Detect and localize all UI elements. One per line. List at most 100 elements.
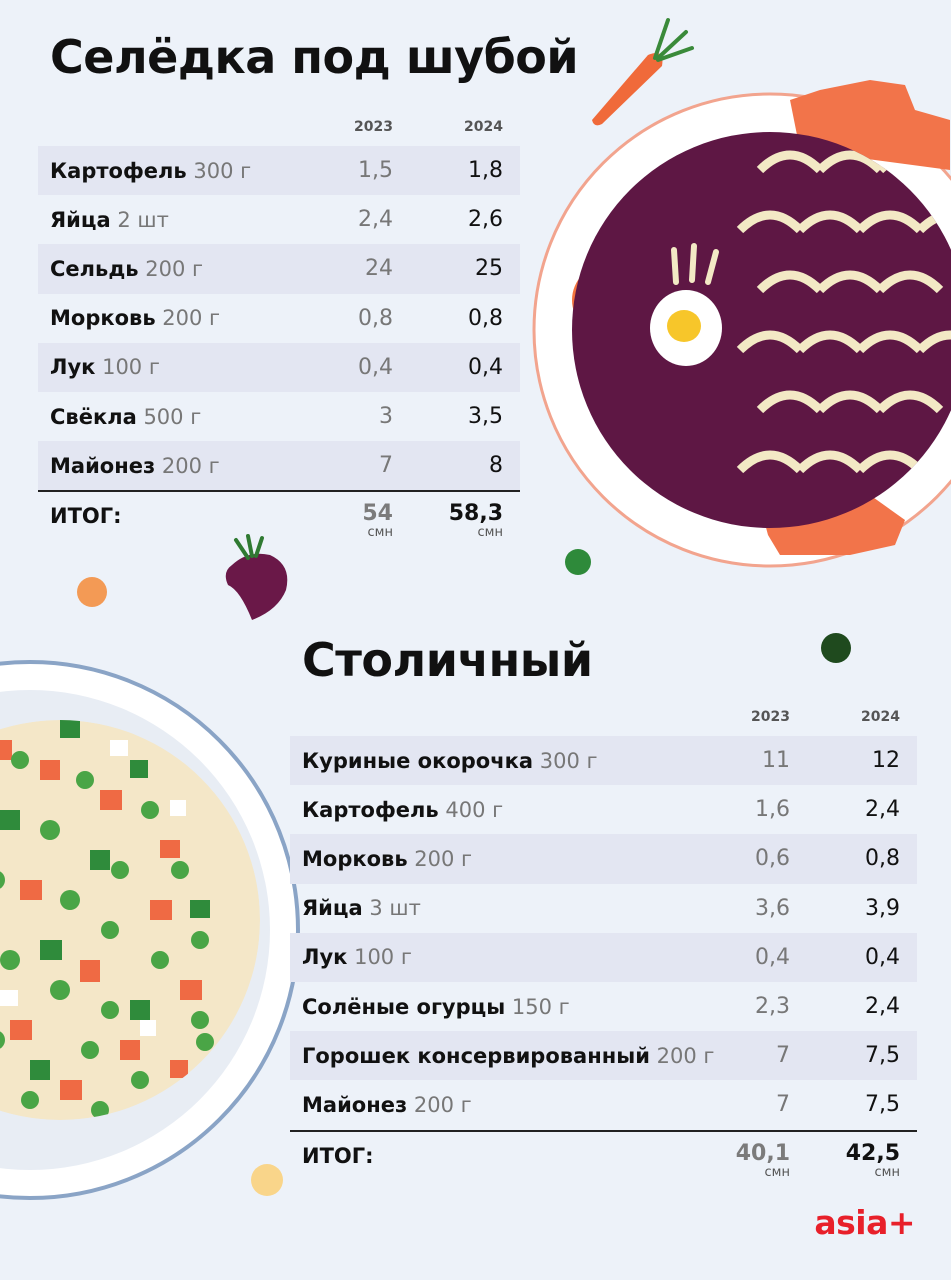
ingredient-name: Сельдь <box>50 256 139 281</box>
ingredient-name: Яйца <box>302 896 363 921</box>
ingredient-qty: 500 г <box>143 404 202 429</box>
ingredient-name: Солёные огурцы <box>302 994 506 1019</box>
price-2024: 2,6 <box>468 207 503 233</box>
total-2023: 54 смн <box>283 502 393 540</box>
table-row: Свёкла 500 г 3 3,5 <box>38 392 520 441</box>
currency-label: смн <box>874 1164 900 1180</box>
price-2024: 2,4 <box>865 797 900 823</box>
price-2024: 0,4 <box>468 354 503 380</box>
table-row: Яйца 3 шт 3,6 3,9 <box>290 884 917 933</box>
ingredient-qty: 200 г <box>161 453 220 478</box>
ingredient-name: Морковь <box>50 306 156 331</box>
olivier-salad-plate-illustration <box>0 660 300 1200</box>
ingredient-name: Майонез <box>302 1092 408 1117</box>
ingredient-qty: 100 г <box>102 355 160 380</box>
year-2024-header: 2024 <box>861 709 900 725</box>
ingredient-qty: 200 г <box>414 846 473 871</box>
ingredient-qty: 200 г <box>162 306 221 331</box>
price-2024: 12 <box>872 748 900 774</box>
total-label: ИТОГ: <box>50 504 122 529</box>
table-row: Яйца 2 шт 2,4 2,6 <box>38 195 520 244</box>
asia-plus-logo: asia+ <box>814 1203 915 1242</box>
price-2024: 2,4 <box>865 994 900 1020</box>
beet-illustration <box>225 534 288 620</box>
total-2024: 42,5 смн <box>790 1141 900 1180</box>
dark-green-dot <box>821 633 851 663</box>
price-2023: 3 <box>379 404 393 430</box>
price-2024: 0,8 <box>865 846 900 872</box>
olivier-price-table: 2023 2024 Куриные окорочка 300 г 11 12 К… <box>290 700 917 1190</box>
ingredient-qty: 400 г <box>445 797 504 822</box>
table-row: Морковь 200 г 0,6 0,8 <box>290 834 917 884</box>
year-2023-header: 2023 <box>751 709 790 725</box>
ingredient-qty: 150 г <box>511 994 570 1019</box>
total-2023-value: 40,1 <box>735 1140 790 1166</box>
table-header: 2023 2024 <box>38 110 520 146</box>
currency-label: смн <box>764 1164 790 1180</box>
table-header: 2023 2024 <box>290 700 917 736</box>
yellow-dot <box>251 1164 283 1196</box>
table-row: Куриные окорочка 300 г 11 12 <box>290 736 917 786</box>
table-row: Лук 100 г 0,4 0,4 <box>290 932 917 982</box>
carrot-illustration <box>592 18 694 126</box>
table-row: Майонез 200 г 7 8 <box>38 441 520 491</box>
total-row: ИТОГ: 40,1 смн 42,5 смн <box>290 1129 917 1190</box>
price-2023: 7 <box>776 1092 790 1118</box>
table-row: Картофель 400 г 1,6 2,4 <box>290 785 917 834</box>
year-2024-header: 2024 <box>464 119 503 135</box>
total-2023-value: 54 <box>362 501 393 527</box>
price-2024: 7,5 <box>865 1043 900 1069</box>
currency-label: смн <box>367 525 393 541</box>
ingredient-name: Куриные окорочка <box>302 748 534 773</box>
total-2024-value: 58,3 <box>448 501 503 527</box>
ingredient-name: Майонез <box>50 453 156 478</box>
total-2023: 40,1 смн <box>680 1140 790 1180</box>
ingredient-qty: 200 г <box>413 1092 472 1117</box>
ingredient-qty: 300 г <box>539 748 598 773</box>
price-2024: 25 <box>475 256 503 282</box>
ingredient-name: Свёкла <box>50 404 137 429</box>
herring-title: Селёдка под шубой <box>50 30 579 84</box>
ingredient-name: Яйца <box>50 207 111 232</box>
ingredient-name: Лук <box>302 945 348 970</box>
ingredient-qty: 2 шт <box>117 207 169 232</box>
price-2023: 3,6 <box>755 895 790 921</box>
green-dot <box>565 549 591 575</box>
price-2023: 1,6 <box>755 797 790 823</box>
olivier-title: Столичный <box>302 633 593 687</box>
ingredient-name: Морковь <box>302 846 408 871</box>
ingredient-qty: 3 шт <box>369 896 421 921</box>
price-2024: 3,9 <box>865 895 900 921</box>
price-2023: 0,4 <box>358 354 393 380</box>
table-row: Картофель 300 г 1,5 1,8 <box>38 146 520 196</box>
price-2024: 0,8 <box>468 305 503 331</box>
price-2023: 2,4 <box>358 207 393 233</box>
year-2023-header: 2023 <box>354 119 393 135</box>
table-row: Сельдь 200 г 24 25 <box>38 244 520 294</box>
herring-salad-plate-illustration <box>532 80 951 568</box>
total-row: ИТОГ: 54 смн 58,3 смн <box>38 490 520 550</box>
table-row: Горошек консервированный 200 г 7 7,5 <box>290 1031 917 1081</box>
table-row: Майонез 200 г 7 7,5 <box>290 1080 917 1129</box>
price-2024: 8 <box>489 453 503 479</box>
price-2023: 0,6 <box>755 846 790 872</box>
ingredient-name: Лук <box>50 355 96 380</box>
ingredient-qty: 200 г <box>656 1043 715 1068</box>
table-row: Солёные огурцы 150 г 2,3 2,4 <box>290 982 917 1031</box>
ingredient-qty: 300 г <box>193 158 252 183</box>
price-2023: 7 <box>776 1043 790 1069</box>
ingredient-qty: 100 г <box>354 945 412 970</box>
price-2024: 0,4 <box>865 944 900 970</box>
ingredient-name: Горошек консервированный <box>302 1043 650 1068</box>
price-2023: 7 <box>379 453 393 479</box>
price-2023: 1,5 <box>358 158 393 184</box>
price-2023: 0,8 <box>358 305 393 331</box>
currency-label: смн <box>477 525 503 541</box>
total-label: ИТОГ: <box>302 1143 374 1168</box>
price-2024: 3,5 <box>468 404 503 430</box>
price-2024: 7,5 <box>865 1092 900 1118</box>
ingredient-name: Картофель <box>50 158 187 183</box>
orange-dot <box>77 577 107 607</box>
price-2023: 2,3 <box>755 994 790 1020</box>
